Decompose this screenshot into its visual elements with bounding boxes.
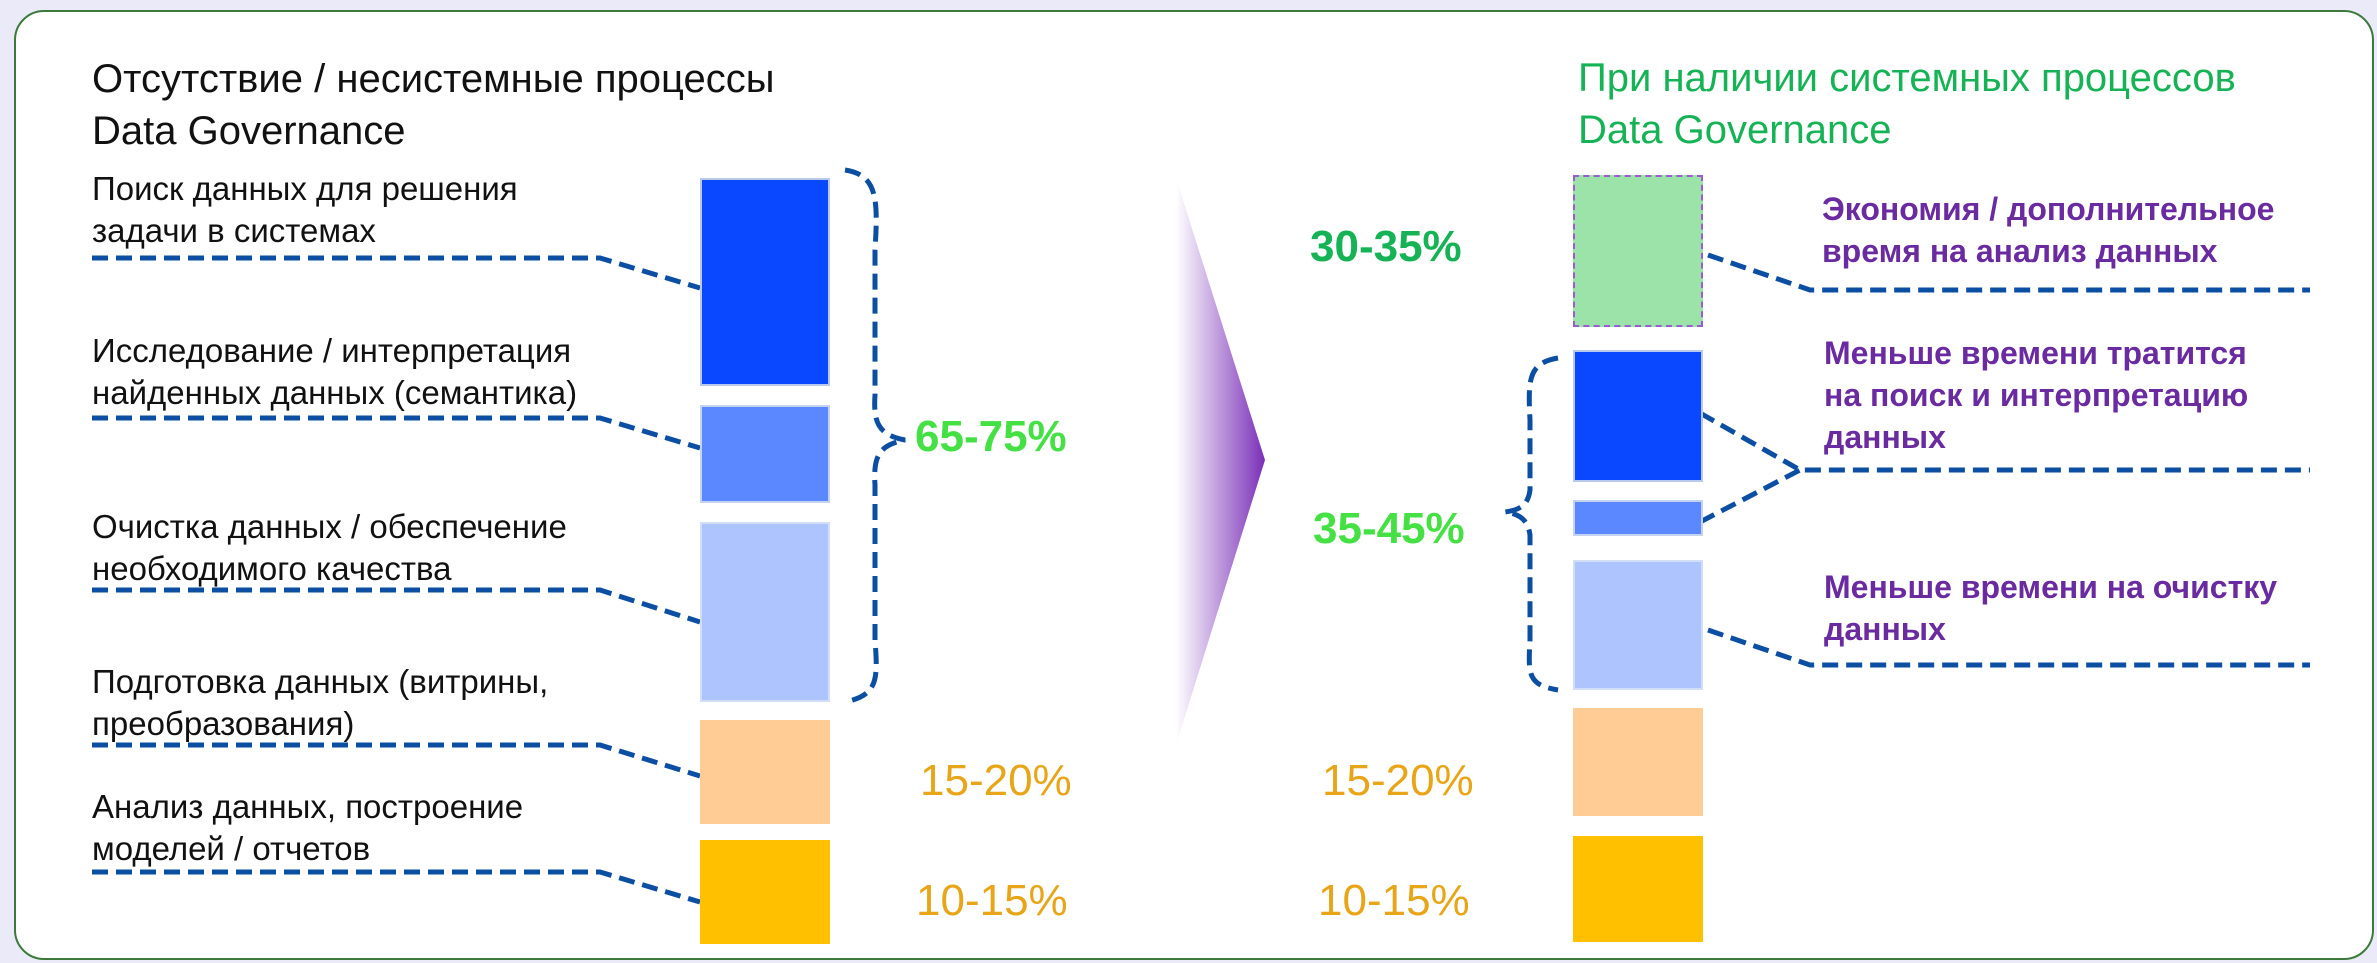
note-line-saving xyxy=(1707,252,2310,293)
left-block-interpretation xyxy=(700,405,830,503)
left-title: Отсутствие / несистемные процессы Data G… xyxy=(92,53,774,157)
right-title: При наличии системных процессов Data Gov… xyxy=(1578,52,2236,156)
step-label-preparation: Подготовка данных (витрины, преобразован… xyxy=(92,663,549,742)
step-label-cleaning: Очистка данных / обеспечение необходимог… xyxy=(92,508,567,587)
left-block-cleaning xyxy=(700,522,830,702)
step-label-analysis: Анализ данных, построение моделей / отче… xyxy=(92,788,524,867)
left-block-analysis xyxy=(700,840,830,944)
right-title-line2: Data Governance xyxy=(1578,108,1892,152)
leader-line-preparation xyxy=(92,742,701,779)
left-analysis-share: 10-15% xyxy=(916,876,1068,925)
note-line-search-interp xyxy=(1698,410,2310,473)
right-title-line1: При наличии системных процессов xyxy=(1578,56,2236,100)
right-group-share: 35-45% xyxy=(1313,504,1465,553)
right-block-interpretation xyxy=(1573,500,1703,536)
leader-line-search xyxy=(92,255,701,291)
leader-line-cleaning xyxy=(92,587,701,625)
left-title-line1: Отсутствие / несистемные процессы xyxy=(92,57,775,101)
right-group-brace xyxy=(1504,355,1559,693)
transition-arrow xyxy=(1176,178,1265,745)
right-block-saving xyxy=(1573,175,1703,327)
step-label-search: Поиск данных для решения задачи в систем… xyxy=(92,170,518,249)
note-saving: Экономия / дополнительное время на анали… xyxy=(1822,191,2275,269)
left-group-share: 65-75% xyxy=(915,412,1067,461)
note-line-cleaning xyxy=(1707,627,2310,668)
note-line-interp-link xyxy=(1698,467,1802,525)
step-label-interpretation: Исследование / интерпретация найденных д… xyxy=(92,332,578,411)
left-prep-share: 15-20% xyxy=(920,756,1072,805)
note-search-interpretation: Меньше времени тратится на поиск и интер… xyxy=(1824,335,2249,455)
right-block-cleaning xyxy=(1573,560,1703,690)
right-prep-share: 15-20% xyxy=(1322,756,1474,805)
left-block-search xyxy=(700,178,830,386)
note-cleaning: Меньше времени на очистку данных xyxy=(1824,569,2278,647)
left-title-line2: Data Governance xyxy=(92,109,406,153)
right-block-preparation xyxy=(1573,708,1703,816)
right-block-analysis xyxy=(1573,836,1703,942)
leader-line-analysis xyxy=(92,869,701,905)
left-group-brace xyxy=(844,167,906,705)
right-analysis-share: 10-15% xyxy=(1318,876,1470,925)
left-block-preparation xyxy=(700,720,830,824)
right-block-search xyxy=(1573,350,1703,482)
leader-line-interpretation xyxy=(92,415,701,451)
right-saving-share: 30-35% xyxy=(1310,222,1462,271)
